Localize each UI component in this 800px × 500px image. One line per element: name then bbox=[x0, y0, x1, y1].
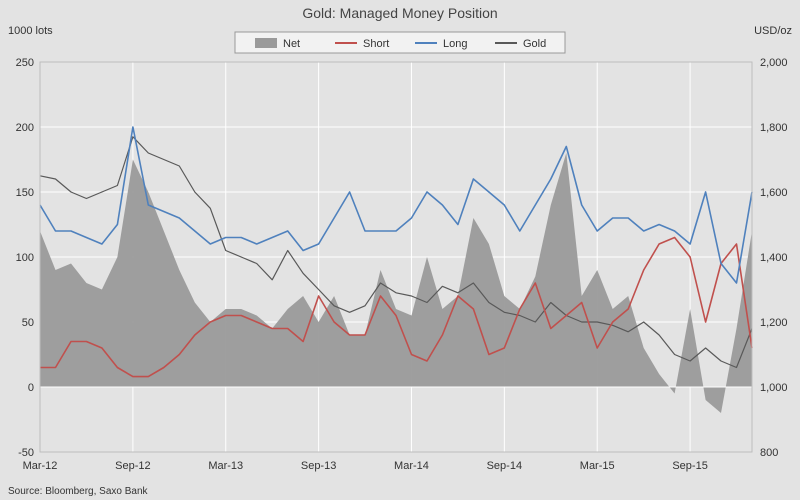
legend-label-long: Long bbox=[443, 38, 467, 50]
left-tick-label: -50 bbox=[18, 447, 34, 459]
right-tick-label: 1,200 bbox=[760, 317, 788, 329]
series-area-net bbox=[40, 153, 752, 413]
left-tick-label: 50 bbox=[22, 317, 34, 329]
right-tick-label: 1,600 bbox=[760, 187, 788, 199]
plot-border bbox=[39, 61, 753, 453]
left-axis-unit: 1000 lots bbox=[8, 25, 53, 37]
x-tick-label: Mar-15 bbox=[580, 460, 615, 472]
x-tick-label: Mar-14 bbox=[394, 460, 429, 472]
left-tick-label: 200 bbox=[16, 122, 34, 134]
left-tick-label: 100 bbox=[16, 252, 34, 264]
chart-title: Gold: Managed Money Position bbox=[302, 5, 497, 21]
series-line-short bbox=[40, 236, 753, 378]
left-tick-label: 250 bbox=[16, 57, 34, 69]
x-tick-label: Sep-14 bbox=[487, 460, 522, 472]
legend-swatch-net bbox=[255, 38, 277, 48]
legend-label-short: Short bbox=[363, 38, 389, 50]
left-tick-label: 150 bbox=[16, 187, 34, 199]
series-line-long bbox=[39, 126, 753, 284]
right-tick-label: 1,800 bbox=[760, 122, 788, 134]
x-tick-label: Mar-12 bbox=[23, 460, 58, 472]
series-line-gold bbox=[39, 136, 753, 369]
x-tick-label: Sep-13 bbox=[301, 460, 336, 472]
x-tick-label: Sep-12 bbox=[115, 460, 150, 472]
left-tick-label: 0 bbox=[28, 382, 34, 394]
legend-label-net: Net bbox=[283, 38, 300, 50]
legend: Net Short Long Gold bbox=[234, 31, 566, 54]
axes: -50 0 50 100 150 200 250 800 1,000 1,200 1,400 1,60… bbox=[16, 57, 788, 472]
source-note: Source: Bloomberg, Saxo Bank bbox=[8, 486, 149, 497]
x-tick-label: Mar-13 bbox=[208, 460, 243, 472]
right-axis-unit: USD/oz bbox=[754, 25, 792, 37]
legend-label-gold: Gold bbox=[523, 38, 546, 50]
x-tick-label: Sep-15 bbox=[672, 460, 707, 472]
right-tick-label: 800 bbox=[760, 447, 778, 459]
right-tick-label: 1,400 bbox=[760, 252, 788, 264]
right-tick-label: 1,000 bbox=[760, 382, 788, 394]
legend-box bbox=[234, 31, 566, 54]
right-tick-label: 2,000 bbox=[760, 57, 788, 69]
plot-area bbox=[39, 126, 753, 413]
